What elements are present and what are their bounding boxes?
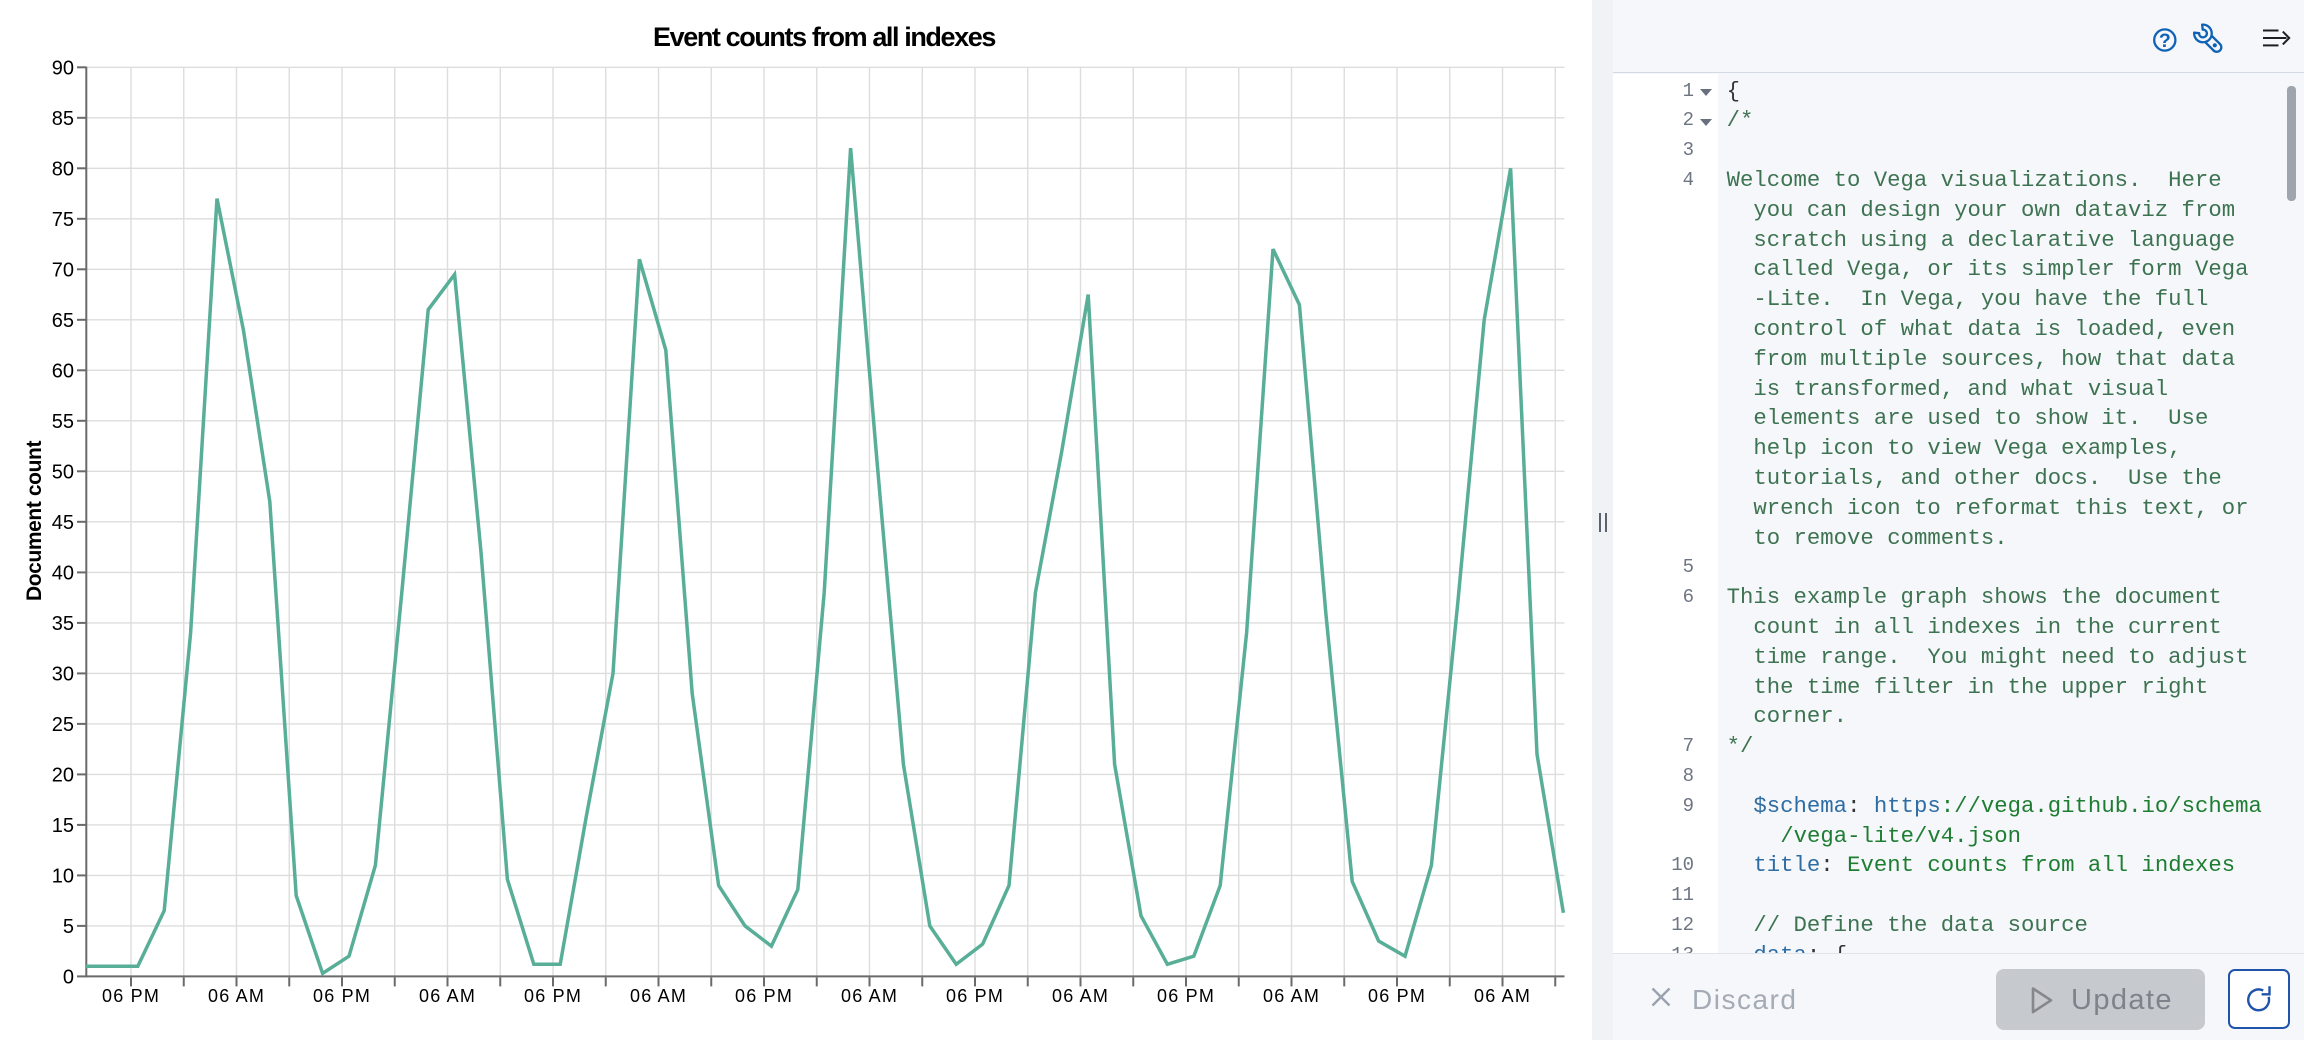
svg-text:06 AM: 06 AM	[208, 986, 265, 1006]
svg-text:85: 85	[52, 108, 74, 130]
svg-text:35: 35	[52, 613, 74, 635]
svg-text:70: 70	[52, 259, 74, 281]
svg-text:0: 0	[63, 966, 74, 988]
svg-text:06 PM: 06 PM	[102, 986, 160, 1006]
svg-text:60: 60	[52, 360, 74, 382]
svg-text:06 PM: 06 PM	[524, 986, 582, 1006]
svg-text:Document count: Document count	[23, 441, 46, 601]
svg-text:25: 25	[52, 714, 74, 736]
svg-text:06 AM: 06 AM	[1474, 986, 1531, 1006]
svg-text:45: 45	[52, 512, 74, 534]
svg-text:06 PM: 06 PM	[946, 986, 1004, 1006]
svg-text:06 PM: 06 PM	[1368, 986, 1426, 1006]
svg-text:40: 40	[52, 562, 74, 584]
svg-text:06 PM: 06 PM	[313, 986, 371, 1006]
svg-text:65: 65	[52, 310, 74, 332]
svg-text:10: 10	[52, 865, 74, 887]
svg-text:75: 75	[52, 209, 74, 231]
svg-text:06 PM: 06 PM	[1157, 986, 1215, 1006]
svg-text:06 AM: 06 AM	[1263, 986, 1320, 1006]
svg-text:80: 80	[52, 158, 74, 180]
svg-text:06 AM: 06 AM	[630, 986, 687, 1006]
svg-text:06 PM: 06 PM	[735, 986, 793, 1006]
svg-text:55: 55	[52, 411, 74, 433]
svg-text:90: 90	[52, 57, 74, 79]
svg-text:20: 20	[52, 764, 74, 786]
svg-text:06 AM: 06 AM	[419, 986, 476, 1006]
svg-text:5: 5	[63, 916, 74, 938]
svg-text:06 AM: 06 AM	[841, 986, 898, 1006]
svg-text:50: 50	[52, 461, 74, 483]
svg-text:15: 15	[52, 815, 74, 837]
svg-text:06 AM: 06 AM	[1052, 986, 1109, 1006]
svg-text:Event counts from all indexes: Event counts from all indexes	[653, 22, 995, 52]
svg-text:30: 30	[52, 663, 74, 685]
